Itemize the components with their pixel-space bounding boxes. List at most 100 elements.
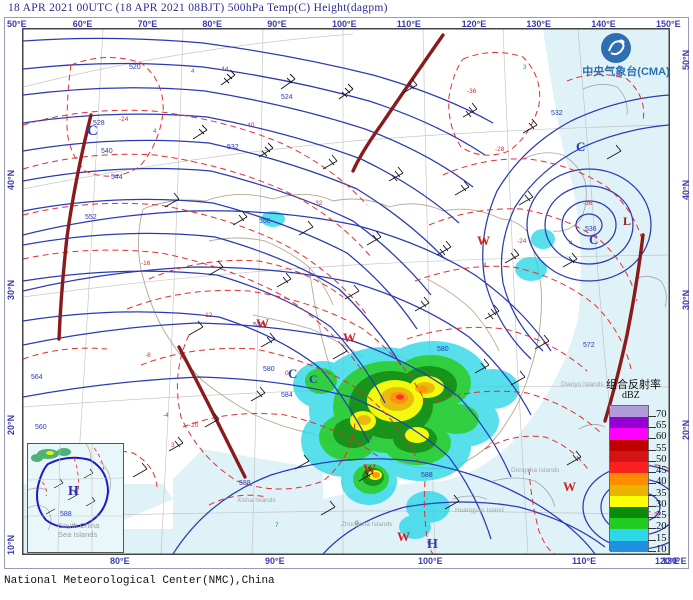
axis-top-tick-3: 80°E bbox=[202, 19, 223, 29]
legend-tick-line-30 bbox=[648, 505, 656, 507]
svg-text:-4: -4 bbox=[163, 412, 169, 419]
svg-text:588: 588 bbox=[239, 480, 251, 487]
axis-left-tick-3: 10°N bbox=[6, 534, 16, 555]
svg-text:-16: -16 bbox=[141, 260, 151, 267]
legend-tick-line-60 bbox=[648, 438, 656, 440]
legend-tick-line-20 bbox=[648, 528, 656, 530]
legend-swatch-60 bbox=[610, 428, 648, 440]
legend-tick-65: 65 bbox=[656, 420, 667, 432]
legend-swatch-40 bbox=[610, 473, 648, 485]
legend-tick-60: 60 bbox=[656, 431, 667, 443]
svg-text:0: 0 bbox=[285, 370, 289, 377]
svg-text:532: 532 bbox=[227, 144, 239, 151]
legend-tick-20: 20 bbox=[656, 521, 667, 533]
svg-text:560: 560 bbox=[35, 424, 47, 431]
svg-text:3: 3 bbox=[523, 64, 527, 71]
island-label-huangyan: Huangyan Island bbox=[455, 507, 504, 514]
svg-text:7: 7 bbox=[275, 522, 279, 529]
legend-tick-line-65 bbox=[648, 427, 656, 429]
svg-text:-20: -20 bbox=[189, 422, 199, 429]
axis-top-tick-2: 70°E bbox=[137, 19, 158, 29]
svg-text:572: 572 bbox=[583, 342, 595, 349]
legend-tick-10: 10 bbox=[656, 543, 667, 555]
svg-text:-24: -24 bbox=[119, 116, 129, 123]
svg-text:540: 540 bbox=[101, 148, 113, 155]
axis-left-tick-2: 20°N bbox=[6, 414, 16, 435]
legend-swatch-20 bbox=[610, 518, 648, 530]
axis-right-tick-2: 30°N bbox=[681, 289, 691, 310]
cma-logo: 中央气象台(CMA) bbox=[566, 33, 686, 85]
svg-text:-36: -36 bbox=[467, 88, 477, 95]
legend-tick-line-55 bbox=[648, 449, 656, 451]
svg-text:4: 4 bbox=[569, 240, 573, 247]
svg-text:-24: -24 bbox=[517, 238, 527, 245]
axis-top-tick-10: 150°E bbox=[656, 19, 681, 29]
axis-left-tick-1: 30°N bbox=[6, 279, 16, 300]
legend-swatch-45 bbox=[610, 462, 648, 474]
cma-logo-text: 中央气象台(CMA) bbox=[582, 66, 670, 78]
svg-text:556: 556 bbox=[259, 218, 271, 225]
legend-tick-labels: 70 65 60 55 50 45 40 35 30 25 20 15 10 bbox=[648, 405, 688, 555]
legend-color-bar bbox=[609, 405, 649, 552]
svg-text:-32: -32 bbox=[313, 200, 323, 207]
legend-tick-line-70 bbox=[648, 416, 656, 417]
inset-contour-label: 588 bbox=[60, 511, 72, 518]
svg-text:-28: -28 bbox=[495, 146, 505, 153]
svg-text:-44: -44 bbox=[219, 66, 229, 73]
axis-top-tick-1: 60°E bbox=[72, 19, 93, 29]
legend-tick-40: 40 bbox=[656, 476, 667, 488]
legend-swatch-35 bbox=[610, 484, 648, 496]
svg-text:-8: -8 bbox=[145, 352, 151, 359]
legend-tick-line-50 bbox=[648, 460, 656, 462]
reflectivity-legend: 组合反射率 dBZ 70 65 60 55 50 45 40 35 30 25 20 15 10 bbox=[600, 376, 690, 558]
svg-text:564: 564 bbox=[31, 374, 43, 381]
legend-swatch-25 bbox=[610, 506, 648, 519]
svg-text:9: 9 bbox=[355, 520, 359, 527]
svg-text:520: 520 bbox=[129, 64, 141, 71]
footer-credit: National Meteorological Center(NMC),Chin… bbox=[4, 575, 275, 587]
legend-swatch-70 bbox=[610, 406, 648, 418]
svg-text:4: 4 bbox=[191, 68, 195, 75]
legend-tick-line-10 bbox=[648, 550, 656, 552]
svg-text:-40: -40 bbox=[245, 122, 255, 129]
svg-text:4: 4 bbox=[153, 128, 157, 135]
legend-title: 组合反射率 bbox=[606, 379, 661, 391]
svg-text:580: 580 bbox=[437, 346, 449, 353]
axis-top-tick-0: 50°E bbox=[7, 19, 27, 29]
legend-swatch-15 bbox=[610, 529, 648, 541]
legend-swatch-30 bbox=[610, 495, 648, 507]
legend-swatch-55 bbox=[610, 439, 648, 451]
legend-swatch-50 bbox=[610, 450, 648, 463]
axis-top-tick-8: 130°E bbox=[526, 19, 552, 29]
legend-tick-50: 50 bbox=[656, 453, 667, 465]
legend-tick-15: 15 bbox=[656, 532, 667, 544]
island-label-zhongsha: Zhongsha Islands bbox=[341, 521, 393, 528]
svg-text:580: 580 bbox=[263, 366, 275, 373]
axis-left-tick-0: 40°N bbox=[6, 169, 16, 190]
legend-unit: dBZ bbox=[622, 390, 640, 401]
island-label-xisha: Xisha Islands bbox=[237, 497, 276, 504]
axis-bottom-tick-5: 130°E bbox=[662, 556, 687, 566]
svg-text:552: 552 bbox=[85, 214, 97, 221]
inset-region-label: South China Sea Islands bbox=[58, 521, 100, 539]
legend-tick-30: 30 bbox=[656, 498, 667, 510]
svg-text:584: 584 bbox=[281, 392, 293, 399]
axis-bottom-tick-2: 100°E bbox=[418, 556, 443, 566]
island-label-diaoyu: Diaoyu Islands bbox=[561, 381, 604, 388]
svg-text:544: 544 bbox=[111, 174, 123, 181]
svg-text:536: 536 bbox=[585, 226, 597, 233]
legend-tick-line-35 bbox=[648, 494, 656, 496]
axis-top-tick-5: 100°E bbox=[332, 19, 357, 29]
legend-tick-line-45 bbox=[648, 472, 656, 474]
axis-right-tick-1: 40°N bbox=[681, 179, 691, 200]
map-plot-area[interactable]: 520 528 524 540 544 552 532 556 536 532 … bbox=[22, 28, 670, 555]
legend-tick-line-25 bbox=[648, 517, 656, 519]
legend-tick-70: 70 bbox=[656, 409, 667, 420]
inset-map-south-china-sea[interactable]: 588 H South China Sea Islands bbox=[27, 443, 124, 553]
axis-bottom-tick-0: 80°E bbox=[110, 556, 130, 566]
legend-tick-line-40 bbox=[648, 483, 656, 485]
page-title: 18 APR 2021 00UTC (18 APR 2021 08BJT) 50… bbox=[8, 2, 388, 14]
axis-bottom-tick-3: 110°E bbox=[572, 556, 597, 566]
svg-text:528: 528 bbox=[93, 120, 105, 127]
inset-high-marker: H bbox=[68, 484, 79, 499]
